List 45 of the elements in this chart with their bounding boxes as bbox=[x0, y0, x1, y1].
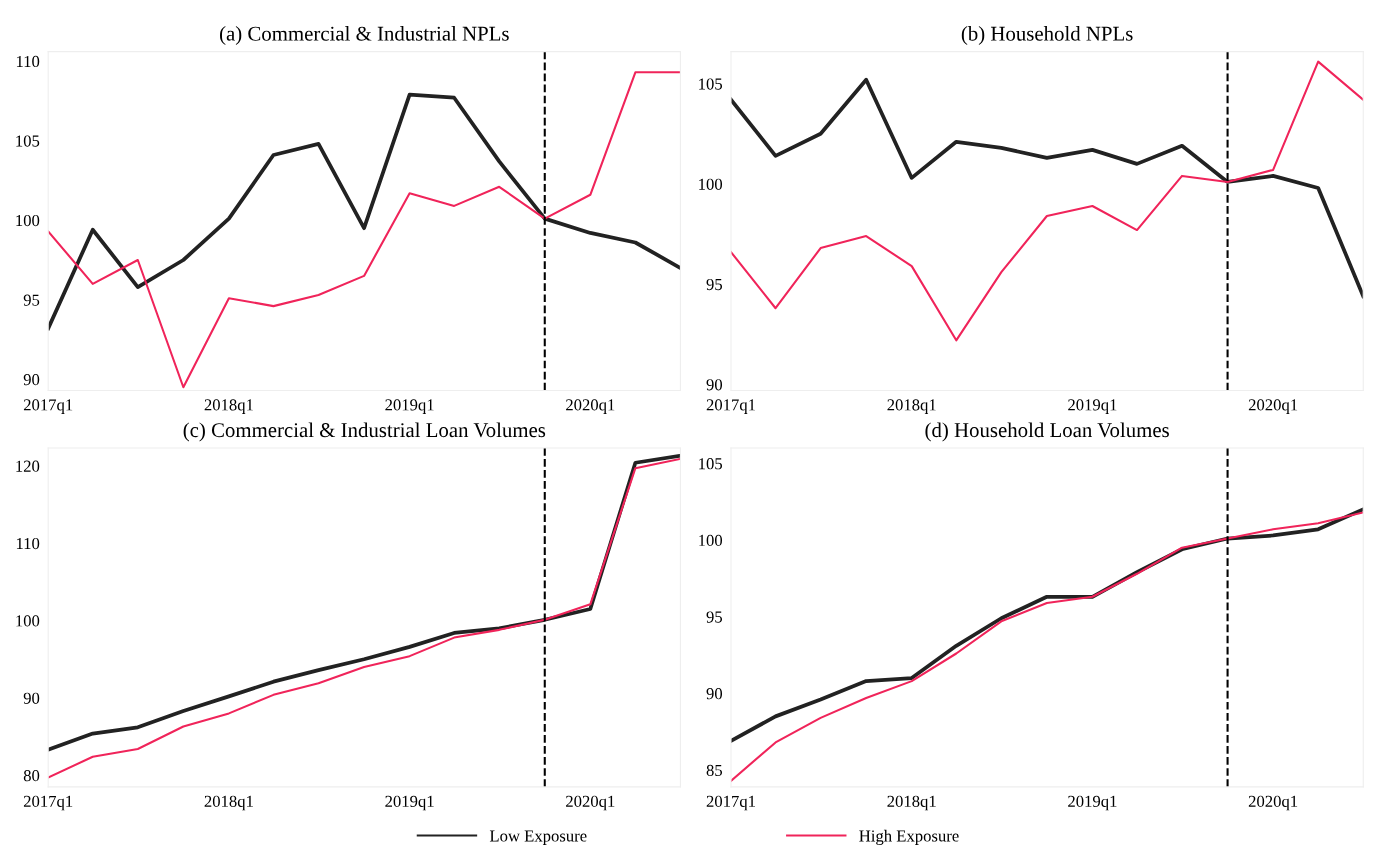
y-tick-label: 100 bbox=[16, 214, 40, 227]
x-tick-label: 2019q1 bbox=[385, 399, 434, 414]
x-tick-label: 2018q1 bbox=[887, 795, 936, 811]
y-tick-label: 90 bbox=[706, 379, 723, 391]
legend-label: Low Exposure bbox=[489, 830, 587, 845]
line-series bbox=[731, 60, 1364, 342]
x-tick-label: 2019q1 bbox=[1068, 399, 1117, 414]
y-tick-label: 80 bbox=[23, 769, 40, 782]
chart-title: (c) Commercial & Industrial Loan Volumes bbox=[183, 422, 546, 442]
x-tick-label: 2020q1 bbox=[566, 795, 615, 811]
y-tick-label: 105 bbox=[699, 458, 723, 470]
y-tick-label: 95 bbox=[706, 611, 723, 623]
line-series bbox=[731, 77, 1364, 299]
x-tick-label: 2017q1 bbox=[706, 399, 755, 414]
y-tick-label: 85 bbox=[706, 764, 723, 776]
line-series bbox=[48, 92, 681, 331]
y-tick-label: 110 bbox=[16, 55, 40, 68]
x-tick-label: 2019q1 bbox=[385, 795, 434, 811]
y-tick-label: 100 bbox=[699, 178, 723, 190]
y-tick-label: 95 bbox=[706, 278, 723, 291]
x-tick-label: 2017q1 bbox=[23, 795, 73, 811]
x-tick-label: 2020q1 bbox=[1248, 399, 1298, 414]
x-tick-label: 2020q1 bbox=[566, 399, 615, 414]
x-tick-label: 2018q1 bbox=[204, 399, 253, 414]
x-tick-label: 2017q1 bbox=[23, 399, 73, 414]
y-tick-label: 95 bbox=[23, 294, 40, 306]
y-tick-label: 90 bbox=[706, 688, 723, 700]
x-tick-label: 2020q1 bbox=[1248, 795, 1298, 811]
y-tick-label: 100 bbox=[16, 615, 40, 627]
y-tick-label: 100 bbox=[699, 534, 723, 546]
y-tick-label: 105 bbox=[16, 135, 40, 147]
y-tick-label: 90 bbox=[23, 374, 40, 386]
x-tick-label: 2018q1 bbox=[887, 399, 936, 414]
chart-title: (d) Household Loan Volumes bbox=[925, 422, 1169, 442]
x-tick-label: 2019q1 bbox=[1068, 795, 1117, 811]
line-series bbox=[731, 511, 1364, 782]
y-tick-label: 105 bbox=[699, 78, 723, 90]
y-tick-label: 120 bbox=[16, 460, 40, 472]
chart-title: (a) Commercial & Industrial NPLs bbox=[220, 26, 509, 45]
y-tick-label: 90 bbox=[23, 692, 40, 704]
legend-label: High Exposure bbox=[859, 829, 959, 845]
x-tick-label: 2017q1 bbox=[706, 795, 755, 811]
x-tick-label: 2018q1 bbox=[204, 795, 253, 811]
y-tick-label: 110 bbox=[16, 537, 40, 550]
chart-title: (b) Household NPLs bbox=[961, 26, 1133, 45]
